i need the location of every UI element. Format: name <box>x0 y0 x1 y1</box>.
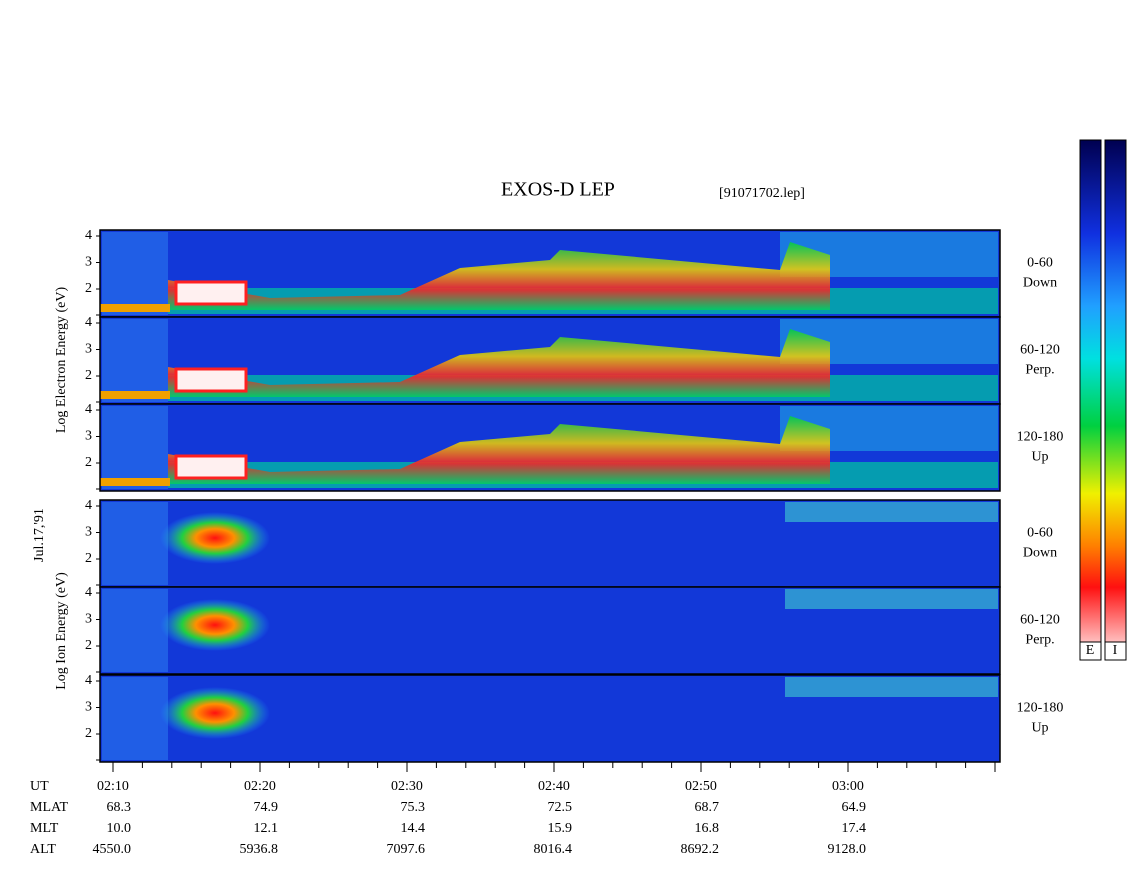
panel-angle: 60-120 <box>1020 343 1060 358</box>
panel-direction: Up <box>1031 721 1048 736</box>
panel-angle: 120-180 <box>1017 430 1064 445</box>
spectrogram-region <box>102 406 168 489</box>
ephemeris-value: 10.0 <box>107 821 132 836</box>
ephemeris-value: 12.1 <box>254 821 279 836</box>
row-label: MLT <box>30 821 59 836</box>
ut-label: 02:40 <box>538 779 570 794</box>
y-tick-label: 2 <box>85 638 92 653</box>
color-bar-box <box>1104 641 1127 661</box>
spectrogram-peak <box>174 367 248 393</box>
ut-label: 03:00 <box>832 779 864 794</box>
spectrogram-region <box>785 589 998 609</box>
spectrogram-band <box>100 391 170 399</box>
y-tick-label: 2 <box>85 455 92 470</box>
color-bar <box>1104 139 1127 661</box>
spectrogram-region <box>785 502 998 522</box>
ephemeris-value: 75.3 <box>401 800 426 815</box>
chart-title: EXOS-D LEP <box>501 179 615 201</box>
panel-direction: Down <box>1023 546 1057 561</box>
color-bar <box>1079 139 1102 661</box>
row-label: MLAT <box>30 800 69 815</box>
date-label: Jul.17,'91 <box>32 508 47 562</box>
ephemeris-value: 15.9 <box>548 821 573 836</box>
ephemeris-value: 14.4 <box>401 821 426 836</box>
y-tick-label: 4 <box>85 315 92 330</box>
spectrogram-peak <box>174 280 248 306</box>
y-tick-label: 2 <box>85 726 92 741</box>
spectrogram-band <box>100 304 170 312</box>
spectrogram-band <box>168 416 830 484</box>
panel-frame <box>99 586 1001 675</box>
row-label: UT <box>30 779 49 794</box>
spectrogram-region <box>102 502 168 585</box>
color-bar-box <box>1079 641 1102 661</box>
spectrogram-band <box>100 478 170 486</box>
panel-frame <box>99 403 1001 492</box>
y-tick-label: 4 <box>85 498 92 513</box>
ephemeris-value: 68.7 <box>695 800 720 815</box>
panel-direction: Perp. <box>1025 633 1054 648</box>
panel-angle: 0-60 <box>1027 526 1053 541</box>
y-tick-label: 4 <box>85 228 92 243</box>
ephemeris-value: 64.9 <box>842 800 867 815</box>
y-tick-label: 3 <box>85 700 92 715</box>
ephemeris-value: 17.4 <box>842 821 867 836</box>
ut-label: 02:30 <box>391 779 423 794</box>
y-tick-label: 3 <box>85 525 92 540</box>
spectrogram-blob <box>160 599 270 651</box>
panel-direction: Down <box>1023 276 1057 291</box>
y-tick-label: 4 <box>85 402 92 417</box>
spectrogram-peak <box>174 454 248 480</box>
color-bar-label: E <box>1086 643 1095 658</box>
row-label: ALT <box>30 842 56 857</box>
ephemeris-value: 16.8 <box>695 821 720 836</box>
spectrogram-region <box>785 677 998 697</box>
y-tick-label: 2 <box>85 551 92 566</box>
y-tick-label: 2 <box>85 368 92 383</box>
y-tick-label: 2 <box>85 281 92 296</box>
color-bar-label: I <box>1113 643 1118 658</box>
panel-angle: 120-180 <box>1017 701 1064 716</box>
y-tick-label: 3 <box>85 255 92 270</box>
spectrogram-band <box>168 329 830 397</box>
spectrogram-region <box>102 232 168 315</box>
ephemeris-value: 74.9 <box>254 800 279 815</box>
y-tick-label: 3 <box>85 429 92 444</box>
ephemeris-value: 7097.6 <box>387 842 426 857</box>
panel-direction: Up <box>1031 450 1048 465</box>
file-name: [91071702.lep] <box>719 186 805 201</box>
y-tick-label: 3 <box>85 612 92 627</box>
panel-angle: 0-60 <box>1027 256 1053 271</box>
ephemeris-value: 9128.0 <box>828 842 867 857</box>
spectrogram-region <box>102 589 168 672</box>
y-tick-label: 4 <box>85 585 92 600</box>
ephemeris-value: 8016.4 <box>534 842 573 857</box>
ut-label: 02:50 <box>685 779 717 794</box>
ephemeris-value: 68.3 <box>107 800 132 815</box>
electron-axis-label: Log Electron Energy (eV) <box>54 287 69 434</box>
spectrogram-blob <box>160 687 270 739</box>
panel-frame <box>99 674 1001 763</box>
panel-angle: 60-120 <box>1020 613 1060 628</box>
ephemeris-value: 5936.8 <box>240 842 279 857</box>
y-tick-label: 3 <box>85 342 92 357</box>
y-tick-label: 4 <box>85 673 92 688</box>
ut-label: 02:20 <box>244 779 276 794</box>
ephemeris-value: 72.5 <box>548 800 573 815</box>
spectrogram-region <box>102 677 168 760</box>
ephemeris-value: 4550.0 <box>93 842 132 857</box>
spectrogram-region <box>102 319 168 402</box>
spectrogram-band <box>168 242 830 310</box>
spectrogram-blob <box>160 512 270 564</box>
ut-label: 02:10 <box>97 779 129 794</box>
ephemeris-value: 8692.2 <box>681 842 720 857</box>
ion-axis-label: Log Ion Energy (eV) <box>54 572 69 690</box>
panel-direction: Perp. <box>1025 363 1054 378</box>
